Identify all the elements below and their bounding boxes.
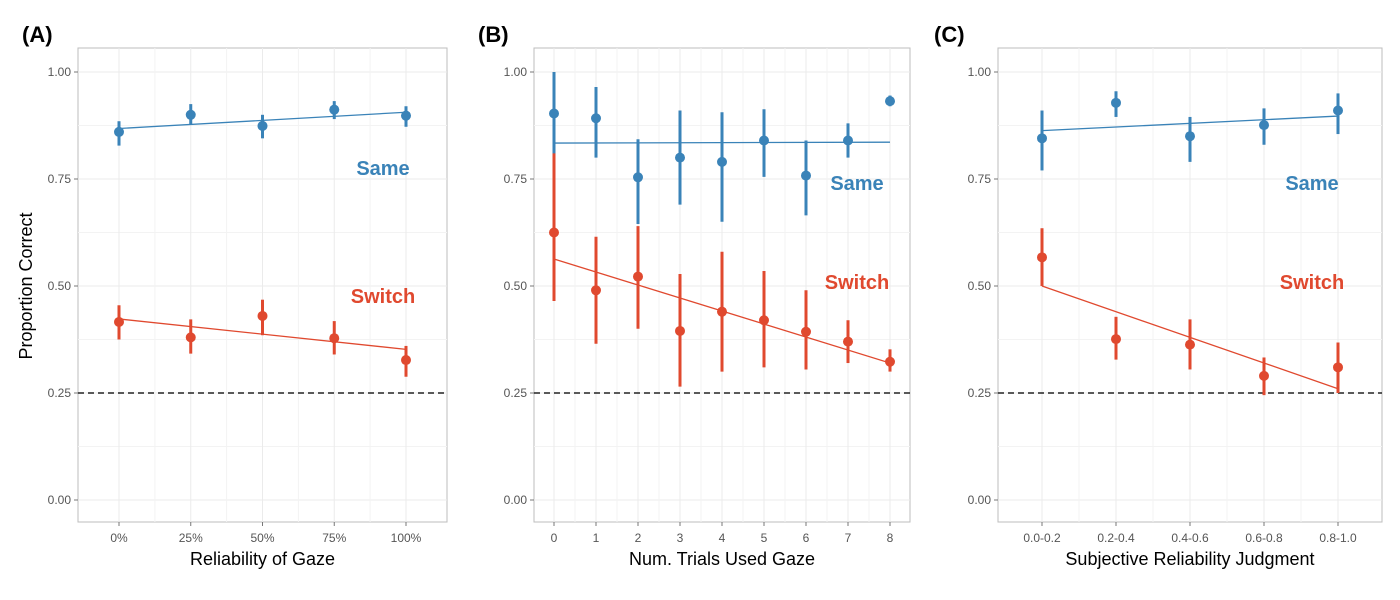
data-point-same [633, 172, 643, 183]
x-tick-label: 50% [250, 531, 274, 545]
data-point-switch [717, 306, 727, 317]
data-point-same [329, 104, 340, 115]
series-same: Same [114, 101, 411, 180]
series-switch: Switch [549, 153, 895, 387]
panel-letter: (C) [934, 22, 965, 47]
panel-a: (A) 0.00 0.25 0.50 0.75 1.00 0% 25% 50% 75% 100% Re… [22, 22, 448, 569]
data-point-switch [885, 356, 895, 367]
y-tick-label: 0.50 [48, 279, 72, 293]
data-point-switch [329, 333, 340, 344]
data-point-same [801, 170, 811, 181]
series-switch: Switch [114, 286, 415, 377]
data-point-same [759, 135, 769, 146]
x-tick-label: 100% [391, 531, 422, 545]
y-tick-label: 0.75 [504, 172, 528, 186]
data-point-same [1037, 133, 1047, 144]
data-point-same [257, 120, 268, 131]
series-same: Same [549, 72, 895, 224]
y-tick-label: 0.00 [504, 493, 528, 507]
x-axis-title: Subjective Reliability Judgment [1065, 549, 1314, 569]
x-tick-label: 0 [551, 531, 558, 545]
y-tick-label: 0.75 [48, 172, 72, 186]
y-tick-label: 1.00 [968, 65, 992, 79]
data-point-switch [801, 326, 811, 337]
x-tick-label: 0.6-0.8 [1245, 531, 1283, 545]
data-point-switch [759, 315, 769, 326]
y-tick-label: 1.00 [504, 65, 528, 79]
data-point-switch [114, 316, 124, 327]
x-tick-label: 0.0-0.2 [1023, 531, 1061, 545]
x-tick-label: 6 [803, 531, 810, 545]
x-tick-label: 0.8-1.0 [1319, 531, 1357, 545]
series-label-switch: Switch [1280, 272, 1344, 294]
data-point-same [675, 152, 685, 163]
x-tick-label: 0.4-0.6 [1171, 531, 1209, 545]
y-axis-title: Proportion Correct [16, 212, 36, 359]
x-axis-title: Num. Trials Used Gaze [629, 549, 815, 569]
x-tick-label: 0% [110, 531, 128, 545]
x-tick-label: 3 [677, 531, 684, 545]
data-point-switch [591, 285, 601, 296]
data-point-switch [257, 310, 268, 321]
series-label-switch: Switch [351, 286, 415, 308]
x-tick-label: 25% [179, 531, 203, 545]
series-label-same: Same [830, 173, 883, 195]
data-point-same [114, 126, 124, 137]
data-point-switch [1259, 370, 1269, 381]
series-label-same: Same [356, 158, 409, 180]
panel-letter: (A) [22, 22, 53, 47]
data-point-switch [1185, 339, 1195, 350]
x-tick-label: 8 [887, 531, 894, 545]
data-point-same [401, 110, 411, 121]
series-label-switch: Switch [825, 272, 889, 294]
x-tick-label: 7 [845, 531, 852, 545]
series-switch: Switch [1037, 228, 1344, 396]
data-point-same [185, 109, 196, 120]
data-point-switch [549, 227, 559, 238]
data-point-same [1333, 105, 1343, 116]
data-point-switch [1333, 362, 1343, 373]
series-label-same: Same [1285, 173, 1338, 195]
x-tick-label: 4 [719, 531, 726, 545]
data-point-same [1185, 131, 1195, 142]
data-point-same [549, 108, 559, 119]
data-point-switch [843, 336, 853, 347]
data-point-same [885, 96, 895, 107]
data-point-switch [1111, 334, 1121, 345]
y-tick-label: 0.25 [504, 386, 528, 400]
x-tick-label: 5 [761, 531, 768, 545]
y-tick-label: 0.00 [968, 493, 992, 507]
panel-letter: (B) [478, 22, 509, 47]
panel-c: (C) 0.00 0.25 0.50 0.75 1.00 0.0-0.2 0.2-0.4 0.4… [934, 22, 1383, 569]
data-point-same [717, 156, 727, 167]
data-point-switch [675, 325, 685, 336]
y-tick-label: 0.75 [968, 172, 992, 186]
data-point-same [1111, 97, 1121, 108]
data-point-switch [1037, 252, 1047, 263]
y-tick-label: 0.25 [968, 386, 992, 400]
y-tick-label: 0.50 [504, 279, 528, 293]
data-point-switch [185, 332, 196, 343]
data-point-switch [401, 355, 411, 366]
x-tick-label: 75% [322, 531, 346, 545]
x-tick-label: 2 [635, 531, 642, 545]
y-tick-label: 0.50 [968, 279, 992, 293]
y-tick-label: 0.25 [48, 386, 72, 400]
x-axis-title: Reliability of Gaze [190, 549, 335, 569]
data-point-same [591, 113, 601, 124]
x-tick-label: 0.2-0.4 [1097, 531, 1135, 545]
data-point-same [1259, 120, 1269, 131]
panel-b: (B) 0.00 0.25 0.50 0.75 1.00 0 1 2 3 4 5 6 7 8 Num. Tri… [478, 22, 911, 569]
x-tick-label: 1 [593, 531, 600, 545]
data-point-same [843, 135, 853, 146]
y-tick-label: 0.00 [48, 493, 72, 507]
series-same: Same [1037, 91, 1343, 195]
data-point-switch [633, 271, 643, 282]
y-tick-label: 1.00 [48, 65, 72, 79]
